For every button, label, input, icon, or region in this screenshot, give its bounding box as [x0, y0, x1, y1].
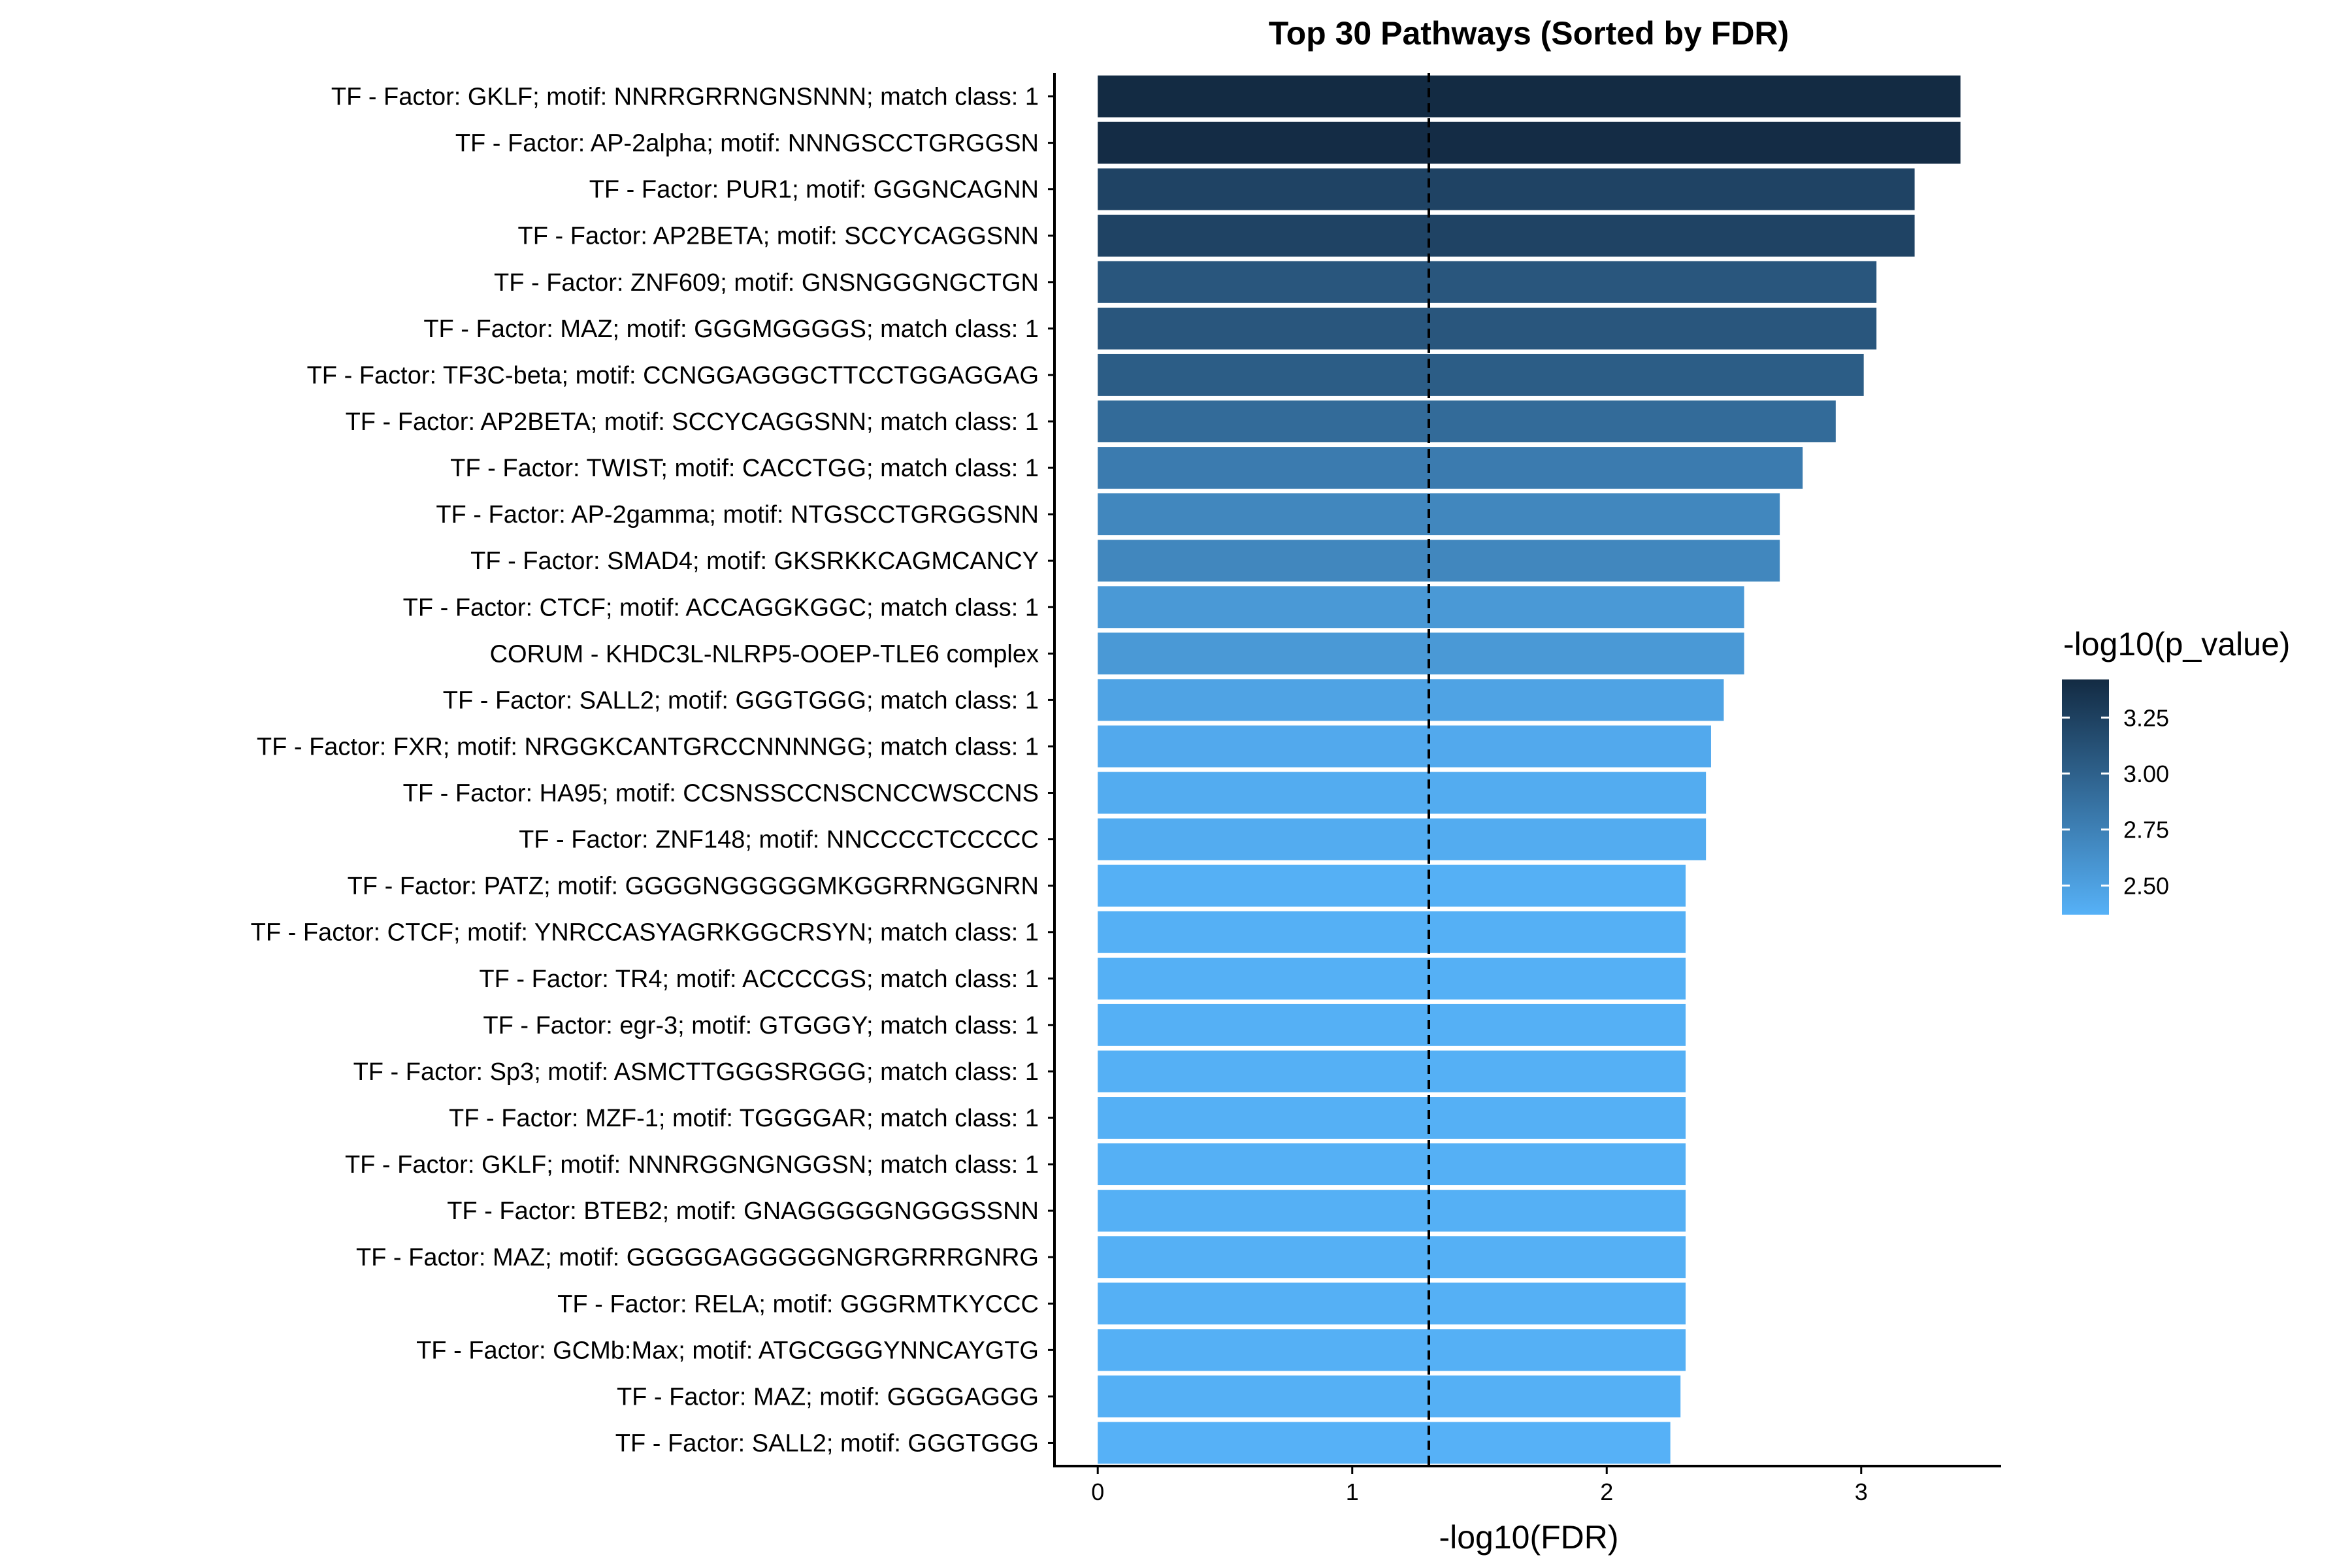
bar: [1098, 1097, 1686, 1139]
bar: [1098, 122, 1961, 164]
y-tick-label: TF - Factor: AP2BETA; motif: SCCYCAGGSNN: [518, 223, 1039, 250]
legend-colorbar: [2062, 679, 2109, 915]
y-tick-label: TF - Factor: GCMb:Max; motif: ATGCGGGYNN…: [416, 1337, 1039, 1364]
y-tick-label: TF - Factor: TF3C-beta; motif: CCNGGAGGG…: [307, 362, 1039, 389]
y-tick-label: TF - Factor: RELA; motif: GGGRMTKYCCC: [557, 1290, 1039, 1318]
bar: [1098, 1375, 1681, 1418]
y-tick-label: TF - Factor: AP2BETA; motif: SCCYCAGGSNN…: [346, 408, 1039, 436]
y-tick-label: TF - Factor: HA95; motif: CCSNSSCCNSCNCC…: [403, 780, 1039, 808]
bar: [1098, 818, 1707, 860]
bar: [1098, 214, 1915, 257]
bar: [1098, 1050, 1686, 1092]
chart-title: Top 30 Pathways (Sorted by FDR): [1269, 15, 1789, 52]
color-legend: -log10(p_value) 2.50 2.75 3.00 3.25: [2062, 626, 2290, 915]
bar: [1098, 400, 1836, 442]
legend-title: -log10(p_value): [2063, 626, 2290, 662]
bar: [1098, 1329, 1686, 1371]
y-tick-label: TF - Factor: MAZ; motif: GGGGAGGG: [617, 1383, 1039, 1411]
bar: [1098, 1282, 1686, 1325]
bars-group: [1098, 75, 1961, 1464]
y-tick-label: TF - Factor: PATZ; motif: GGGGNGGGGGMKGG…: [348, 873, 1039, 900]
y-tick-label: TF - Factor: Sp3; motif: ASMCTTGGGSRGGG;…: [353, 1058, 1039, 1086]
legend-tick-label: 3.00: [2123, 760, 2169, 787]
bar: [1098, 447, 1803, 489]
y-tick-label: TF - Factor: SALL2; motif: GGGTGGG: [615, 1429, 1039, 1457]
y-tick-label: TF - Factor: SMAD4; motif: GKSRKKCAGMCAN…: [470, 547, 1039, 575]
bar: [1098, 1004, 1686, 1046]
bar: [1098, 864, 1686, 907]
bar: [1098, 261, 1877, 303]
y-tick-label: TF - Factor: MZF-1; motif: TGGGGAR; matc…: [449, 1105, 1039, 1132]
y-tick-label: TF - Factor: BTEB2; motif: GNAGGGGGNGGGS…: [447, 1198, 1039, 1225]
y-tick-labels: TF - Factor: GKLF; motif: NNRRGRRNGNSNNN…: [251, 84, 1054, 1457]
y-tick-label: TF - Factor: MAZ; motif: GGGGGAGGGGGNGRG…: [356, 1244, 1039, 1271]
y-tick-label: TF - Factor: ZNF148; motif: NNCCCCTCCCCC: [519, 826, 1039, 854]
x-tick-label: 2: [1600, 1478, 1613, 1505]
legend-ticks: 2.50 2.75 3.00 3.25: [2062, 704, 2169, 899]
bar: [1098, 911, 1686, 953]
bar: [1098, 1422, 1671, 1464]
y-tick-label: TF - Factor: TWIST; motif: CACCTGG; matc…: [450, 455, 1039, 482]
x-tick-label: 1: [1346, 1478, 1359, 1505]
bar: [1098, 586, 1744, 629]
bar: [1098, 168, 1915, 210]
bar: [1098, 1143, 1686, 1186]
x-axis-title: -log10(FDR): [1439, 1519, 1618, 1556]
bar: [1098, 1190, 1686, 1232]
y-tick-label: TF - Factor: AP-2alpha; motif: NNNGSCCTG…: [455, 130, 1039, 157]
legend-tick-label: 3.25: [2123, 704, 2169, 731]
bar: [1098, 353, 1864, 396]
bar: [1098, 632, 1744, 675]
y-tick-label: TF - Factor: SALL2; motif: GGGTGGG; matc…: [443, 687, 1039, 714]
y-tick-label: TF - Factor: egr-3; motif: GTGGGY; match…: [483, 1012, 1039, 1039]
x-tick-label: 0: [1091, 1478, 1104, 1505]
bar: [1098, 307, 1877, 350]
y-tick-label: TF - Factor: PUR1; motif: GGGNCAGNN: [589, 176, 1039, 204]
y-tick-label: TF - Factor: CTCF; motif: YNRCCASYAGRKGG…: [251, 919, 1039, 947]
legend-tick-label: 2.50: [2123, 872, 2169, 899]
bar: [1098, 75, 1961, 118]
bar: [1098, 1236, 1686, 1279]
bar: [1098, 725, 1711, 768]
y-tick-label: TF - Factor: GKLF; motif: NNRRGRRNGNSNNN…: [331, 84, 1039, 111]
x-tick-label: 3: [1855, 1478, 1868, 1505]
y-tick-label: TF - Factor: TR4; motif: ACCCCGS; match …: [479, 966, 1039, 993]
bar: [1098, 493, 1780, 536]
legend-tick-label: 2.75: [2123, 817, 2169, 843]
y-tick-label: TF - Factor: FXR; motif: NRGGKCANTGRCCNN…: [257, 733, 1039, 760]
y-tick-label: TF - Factor: CTCF; motif: ACCAGGKGGC; ma…: [403, 594, 1039, 621]
x-ticks: 0 1 2 3: [1091, 1466, 1868, 1505]
y-tick-label: CORUM - KHDC3L-NLRP5-OOEP-TLE6 complex: [490, 640, 1039, 668]
bar: [1098, 957, 1686, 1000]
bar: [1098, 540, 1780, 582]
y-tick-label: TF - Factor: MAZ; motif: GGGMGGGGS; matc…: [423, 316, 1039, 343]
y-tick-label: TF - Factor: GKLF; motif: NNNRGGNGNGGSN;…: [345, 1151, 1039, 1179]
bar: [1098, 772, 1707, 814]
y-tick-label: TF - Factor: AP-2gamma; motif: NTGSCCTGR…: [436, 501, 1039, 529]
bar: [1098, 679, 1724, 721]
y-tick-label: TF - Factor: ZNF609; motif: GNSNGGGNGCTG…: [494, 269, 1039, 297]
